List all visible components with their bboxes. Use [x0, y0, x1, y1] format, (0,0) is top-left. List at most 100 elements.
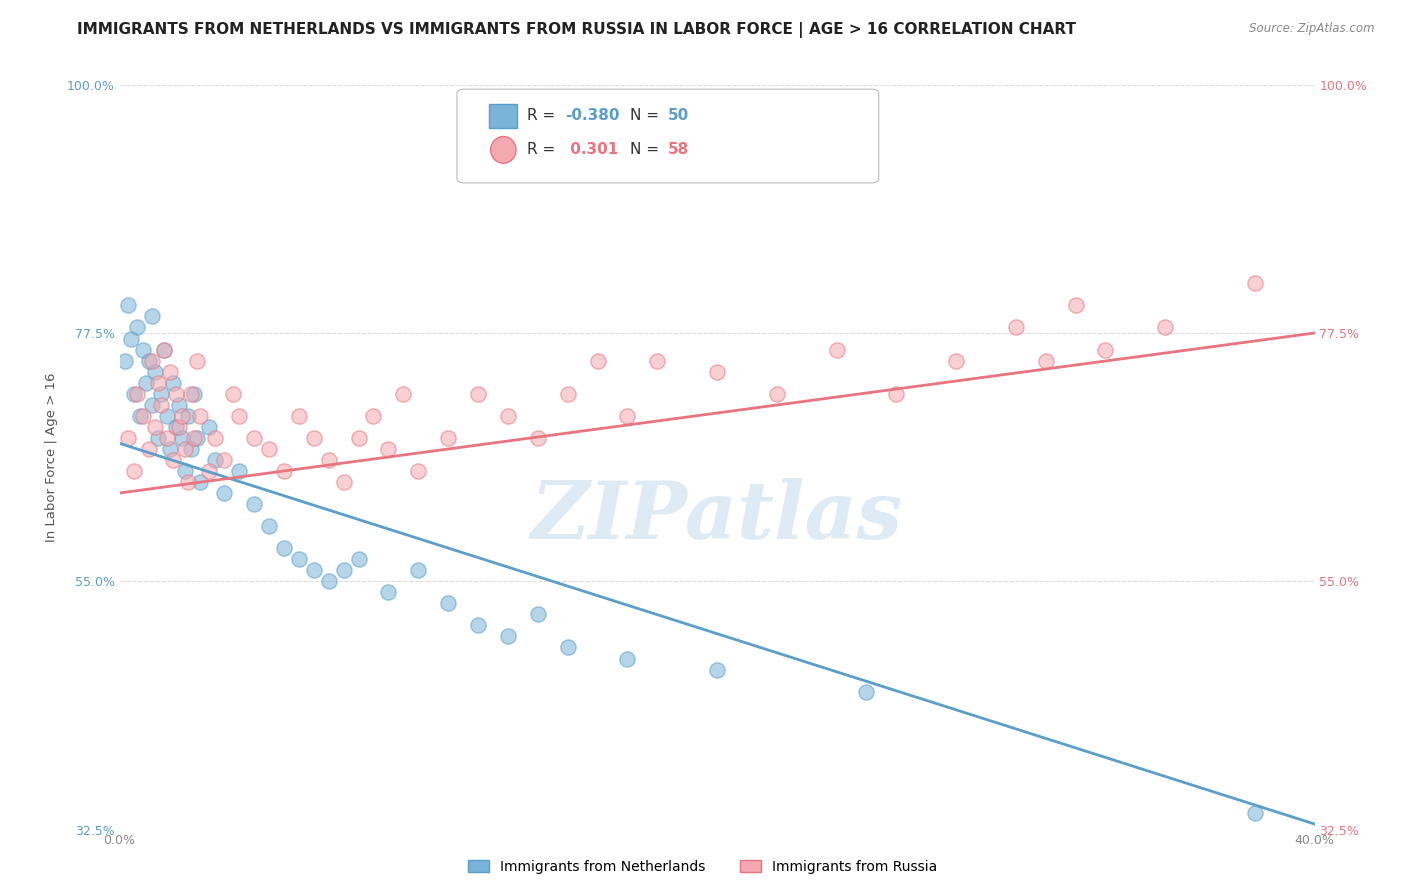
Point [177, 409, 200, 423]
Point [273, 541, 295, 556]
Point [257, 442, 280, 456]
Point [377, 442, 399, 456]
Point [318, 453, 340, 467]
Point [855, 684, 877, 698]
Point [1244, 805, 1267, 820]
Point [288, 409, 311, 423]
Point [332, 475, 354, 489]
Point [180, 442, 202, 456]
Legend: Immigrants from Netherlands, Immigrants from Russia: Immigrants from Netherlands, Immigrants … [461, 853, 945, 880]
Point [212, 453, 235, 467]
Point [557, 386, 579, 401]
Point [273, 464, 295, 478]
Y-axis label: In Labor Force | Age > 16: In Labor Force | Age > 16 [45, 372, 59, 542]
Text: N =: N = [630, 109, 664, 123]
Point [527, 607, 550, 622]
Point [188, 475, 211, 489]
Point [347, 431, 370, 445]
Point [162, 453, 184, 467]
Point [183, 431, 205, 445]
Point [886, 386, 908, 401]
Point [437, 431, 460, 445]
Point [129, 409, 152, 423]
Point [437, 596, 460, 610]
Point [332, 563, 354, 577]
Point [557, 640, 579, 655]
Point [318, 574, 340, 589]
Point [165, 386, 187, 401]
Point [188, 409, 211, 423]
Point [145, 419, 166, 434]
Point [527, 431, 550, 445]
Point [496, 409, 519, 423]
Point [257, 519, 280, 533]
Point [347, 552, 370, 566]
Point [156, 409, 179, 423]
Point [153, 343, 176, 357]
Point [1064, 298, 1087, 312]
Point [616, 409, 638, 423]
Point [706, 663, 728, 677]
Point [169, 398, 191, 412]
Point [183, 386, 205, 401]
Point [177, 475, 200, 489]
Point [363, 409, 385, 423]
Text: R =: R = [527, 109, 561, 123]
Point [141, 398, 163, 412]
Point [212, 486, 235, 500]
Point [124, 464, 146, 478]
Text: N =: N = [630, 143, 664, 157]
Point [243, 431, 266, 445]
Point [159, 365, 181, 379]
Text: -0.380: -0.380 [565, 109, 620, 123]
Point [392, 386, 415, 401]
Point [198, 419, 221, 434]
Text: 0.301: 0.301 [565, 143, 619, 157]
Point [204, 431, 226, 445]
Point [114, 353, 136, 368]
Point [467, 618, 489, 632]
Point [153, 343, 176, 357]
Point [138, 442, 160, 456]
Point [228, 409, 250, 423]
Point [150, 386, 173, 401]
Point [174, 464, 197, 478]
Point [408, 563, 430, 577]
Point [145, 365, 166, 379]
Point [825, 343, 848, 357]
Point [159, 442, 181, 456]
Point [1005, 320, 1028, 334]
Text: ZIPatlas: ZIPatlas [531, 478, 903, 556]
Point [467, 386, 489, 401]
Point [135, 376, 157, 390]
Point [586, 353, 609, 368]
Point [148, 431, 170, 445]
Point [141, 310, 163, 324]
Point [186, 431, 208, 445]
Text: 50: 50 [668, 109, 689, 123]
Point [766, 386, 789, 401]
Point [408, 464, 430, 478]
Point [127, 320, 149, 334]
Point [616, 651, 638, 665]
Point [162, 376, 184, 390]
Point [172, 431, 194, 445]
Text: 58: 58 [668, 143, 689, 157]
Point [117, 298, 139, 312]
Point [127, 386, 149, 401]
Point [377, 585, 399, 599]
Point [124, 386, 146, 401]
Point [302, 431, 325, 445]
Point [174, 442, 197, 456]
Point [132, 409, 155, 423]
Point [172, 409, 194, 423]
Text: IMMIGRANTS FROM NETHERLANDS VS IMMIGRANTS FROM RUSSIA IN LABOR FORCE | AGE > 16 : IMMIGRANTS FROM NETHERLANDS VS IMMIGRANT… [77, 22, 1077, 38]
Point [243, 497, 266, 511]
Point [186, 353, 208, 368]
Point [121, 332, 143, 346]
Text: R =: R = [527, 143, 561, 157]
Point [148, 376, 170, 390]
Point [1035, 353, 1057, 368]
Point [141, 353, 163, 368]
Point [150, 398, 173, 412]
